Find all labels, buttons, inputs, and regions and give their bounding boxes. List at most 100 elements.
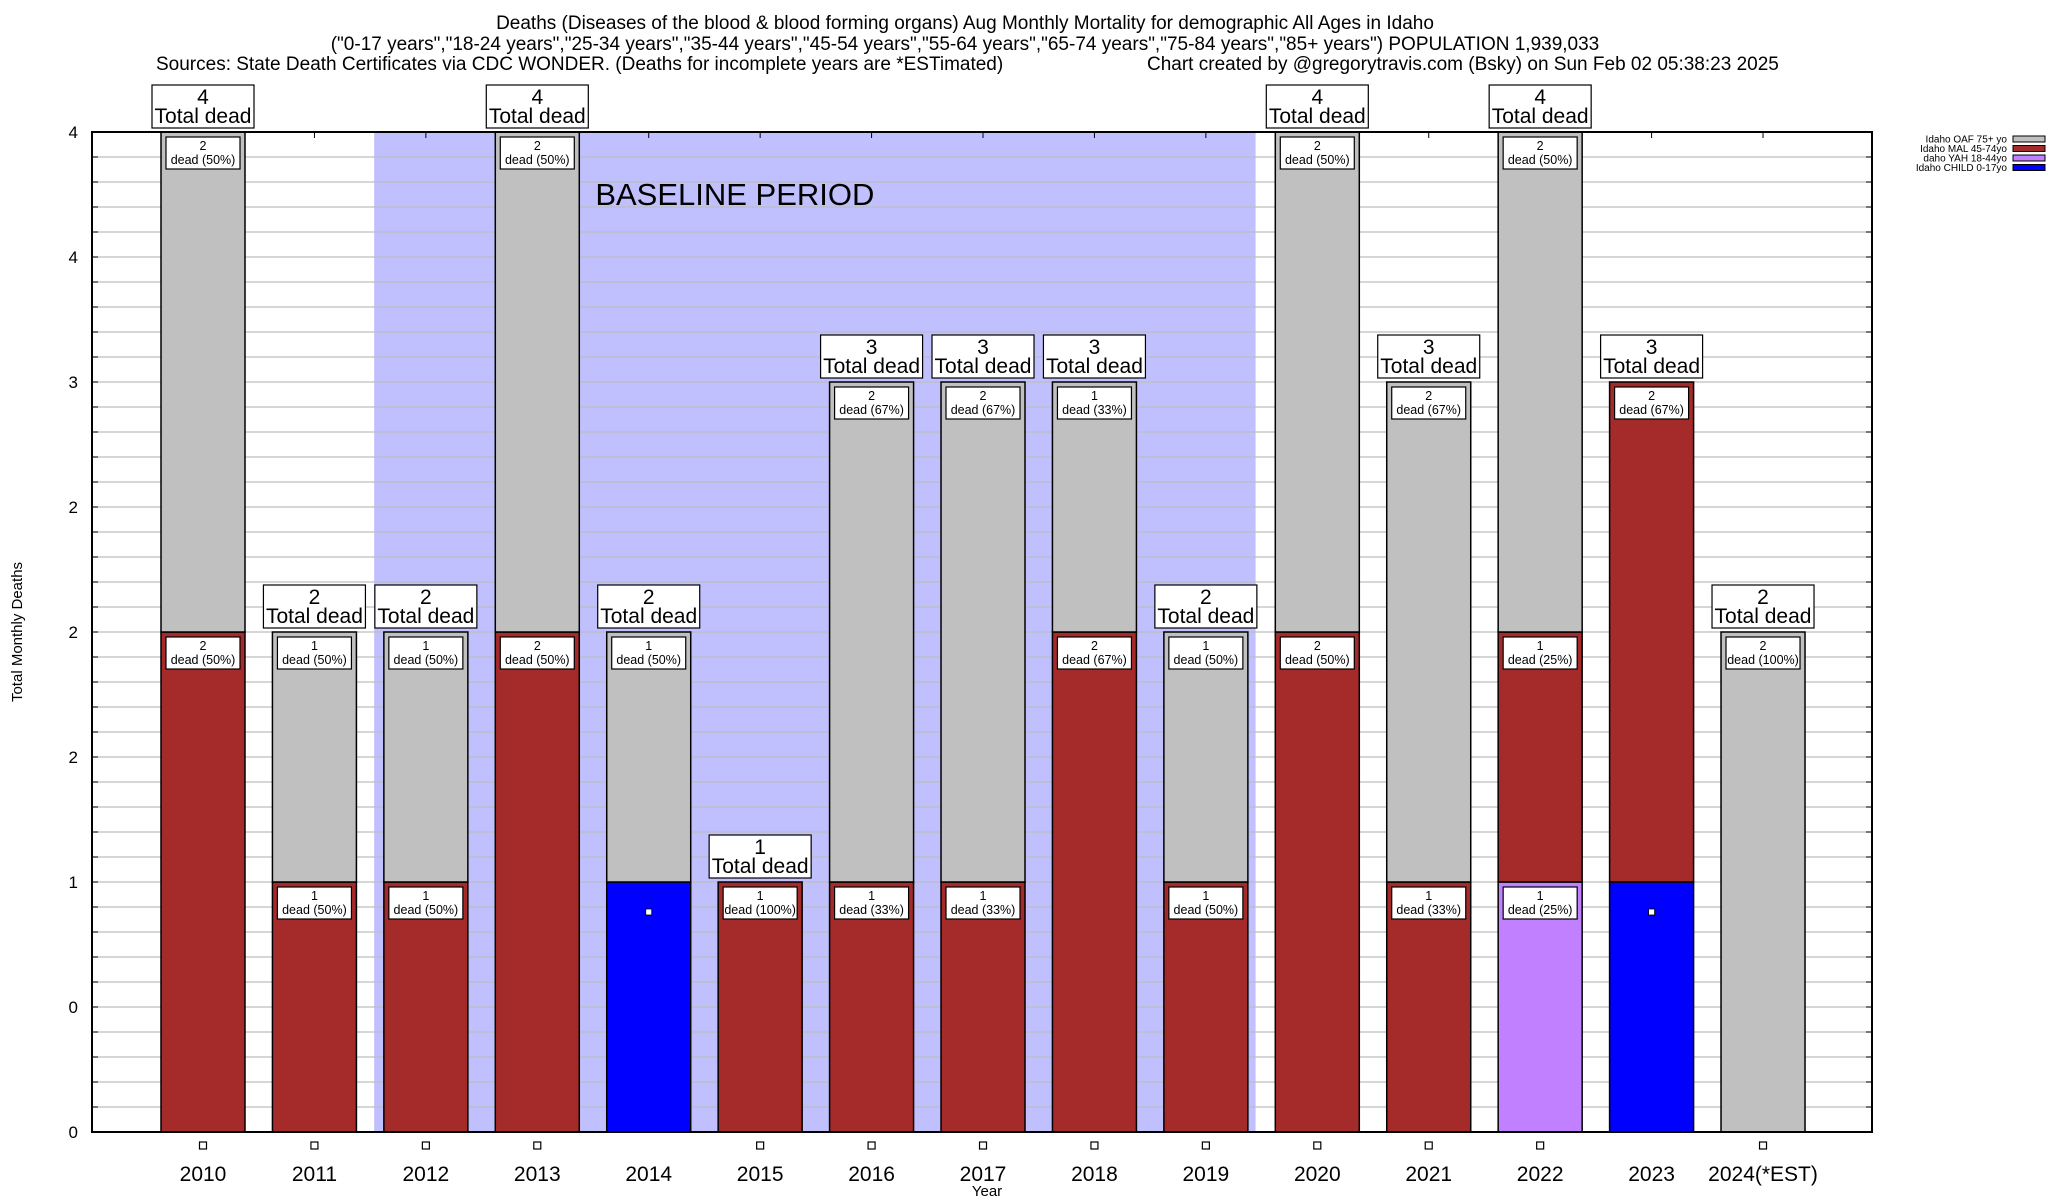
baseline-marker	[1201, 1141, 1210, 1150]
segment-label-box	[945, 386, 1021, 420]
segment-label-percent: dead (67%)	[839, 403, 904, 417]
segment-label-count: 2	[1648, 389, 1655, 403]
segment-label-box	[388, 636, 464, 670]
baseline-marker	[533, 1141, 542, 1150]
segment-label-percent: dead (50%)	[1285, 653, 1350, 667]
bar-segment-child	[1608, 881, 1695, 1133]
total-label-text: Total dead	[600, 605, 697, 628]
total-label-count: 2	[420, 586, 432, 609]
segment-label-percent: dead (50%)	[1174, 903, 1239, 917]
baseline-marker	[756, 1141, 765, 1150]
total-label-box	[485, 84, 589, 129]
legend-label: daho YAH 18-44yo	[1923, 154, 2007, 165]
segment-label-count: 1	[980, 889, 987, 903]
legend-swatch	[2012, 135, 2046, 143]
total-label-count: 1	[754, 836, 766, 859]
child-marker	[1648, 908, 1655, 916]
legend-swatch	[2012, 145, 2046, 152]
bar-segment-mal	[1385, 881, 1472, 1133]
segment-label-percent: dead (33%)	[951, 903, 1016, 917]
x-tick-label: 2017	[960, 1163, 1007, 1186]
total-label-box	[597, 584, 701, 629]
x-tick-label: 2014	[625, 1163, 672, 1186]
x-tick-label: 2019	[1183, 1163, 1230, 1186]
legend-label: Idaho MAL 45-74yo	[1920, 144, 2007, 155]
segment-label-count: 1	[1537, 889, 1544, 903]
total-label-text: Total dead	[1492, 105, 1589, 128]
segment-label-box	[722, 886, 798, 920]
segment-label-count: 2	[1314, 139, 1321, 153]
segment-label-box	[1502, 636, 1578, 670]
total-label-text: Total dead	[1269, 105, 1366, 128]
segment-label-percent: dead (50%)	[1174, 653, 1239, 667]
total-label-box	[1154, 584, 1258, 629]
segment-label-count: 2	[868, 389, 875, 403]
legend-swatch	[2012, 154, 2046, 162]
total-label-text: Total dead	[155, 105, 252, 128]
y-tick-label: 4	[69, 123, 78, 142]
bar-segment-oaf	[605, 631, 692, 883]
segment-label-percent: dead (50%)	[171, 653, 236, 667]
segment-label-box	[1056, 636, 1133, 670]
legend-swatch	[2012, 164, 2046, 171]
segment-label-count: 1	[311, 639, 318, 653]
segment-label-box	[833, 886, 910, 920]
bar-segment-mal	[940, 881, 1026, 1133]
segment-label-box	[1502, 886, 1578, 920]
legend-label: Idaho CHILD 0-17yo	[1916, 163, 2008, 174]
segment-label-count: 1	[422, 889, 429, 903]
total-label-text: Total dead	[377, 605, 474, 628]
bar-segment-oaf	[1274, 131, 1361, 633]
segment-label-count: 2	[534, 639, 541, 653]
bar-segment-mal	[1163, 881, 1249, 1133]
chart-sources: Sources: State Death Certificates via CD…	[156, 54, 1004, 75]
segment-label-count: 1	[311, 889, 318, 903]
total-label-count: 2	[309, 586, 321, 609]
segment-label-box	[1391, 386, 1467, 420]
segment-label-box	[1613, 386, 1690, 420]
segment-label-box	[945, 886, 1021, 920]
chart-subtitle: ("0-17 years","18-24 years","25-34 years…	[330, 34, 1600, 55]
segment-label-count: 1	[1091, 389, 1098, 403]
bar-segment-mal	[1274, 631, 1361, 1133]
chart-title: Deaths (Diseases of the blood & blood fo…	[496, 13, 1434, 34]
segment-label-count: 1	[1537, 639, 1544, 653]
segment-label-box	[499, 136, 575, 170]
bar-segment-mal	[1051, 631, 1138, 1133]
total-label-count: 2	[1200, 586, 1212, 609]
total-label-box	[708, 834, 812, 879]
x-tick-label: 2011	[292, 1163, 337, 1186]
bar-segment-mal	[160, 631, 246, 1133]
plot-frame	[91, 131, 1873, 1133]
y-tick-label: 3	[69, 373, 78, 392]
y-tick-label: 2	[69, 748, 78, 767]
segment-label-percent: dead (25%)	[1508, 903, 1573, 917]
x-tick-label: 2016	[848, 1163, 895, 1186]
segment-label-percent: dead (33%)	[839, 903, 904, 917]
segment-label-percent: dead (50%)	[616, 653, 681, 667]
baseline-period-label: BASELINE PERIOD	[595, 177, 874, 212]
segment-label-count: 1	[645, 639, 652, 653]
bar-segment-oaf	[940, 381, 1026, 883]
segment-label-percent: dead (50%)	[505, 153, 570, 167]
total-label-text: Total dead	[266, 605, 363, 628]
total-label-count: 3	[1646, 336, 1658, 359]
segment-label-box	[1168, 886, 1244, 920]
total-label-count: 3	[866, 336, 878, 359]
total-label-box	[262, 584, 367, 629]
segment-label-count: 1	[1425, 889, 1432, 903]
segment-label-box	[1502, 136, 1578, 170]
bar-segment-oaf	[1385, 381, 1472, 883]
total-label-box	[1265, 84, 1369, 129]
x-axis-title: Year	[972, 1183, 1002, 1200]
segment-label-box	[1168, 636, 1244, 670]
bar-segment-oaf	[160, 131, 246, 633]
y-tick-label: 1	[69, 873, 78, 892]
y-axis-title: Total Monthly Deaths	[9, 562, 26, 702]
total-label-text: Total dead	[1603, 355, 1700, 378]
total-label-box	[1377, 334, 1481, 379]
segment-label-percent: dead (100%)	[724, 903, 796, 917]
segment-label-count: 1	[422, 639, 429, 653]
segment-label-percent: dead (33%)	[1062, 403, 1127, 417]
